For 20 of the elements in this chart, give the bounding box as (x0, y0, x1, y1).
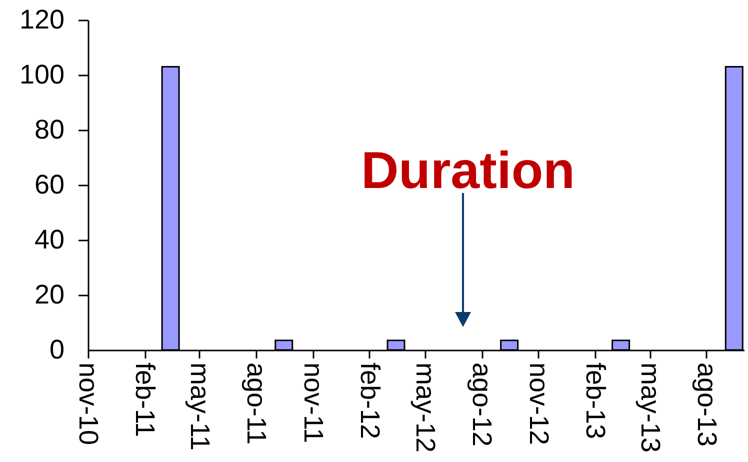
y-tick-label: 40 (34, 224, 64, 254)
x-tick-label: ago-12 (467, 362, 498, 447)
x-tick-label: may-12 (410, 362, 440, 453)
x-tick-label: nov-12 (524, 362, 554, 446)
y-tick-label: 100 (19, 60, 64, 90)
annotation: Duration (361, 142, 575, 200)
y-tick-label: 20 (34, 280, 64, 310)
x-tick-label: feb-12 (354, 362, 385, 440)
y-tick-label: 80 (34, 114, 64, 144)
y-tick-label: 0 (49, 334, 64, 364)
x-tick-label: ago-13 (692, 362, 722, 447)
x-tick-label: nov-10 (74, 362, 104, 446)
y-tick-label: 120 (19, 4, 64, 34)
x-tick-label: may-11 (184, 362, 215, 451)
x-tick-label: ago-11 (242, 362, 272, 445)
x-tick-label: may-13 (635, 362, 666, 453)
x-tick-label: nov-11 (298, 362, 328, 444)
y-tick-label: 60 (34, 170, 64, 200)
x-tick-label: feb-13 (580, 362, 610, 440)
x-tick-label: feb-11 (130, 362, 160, 438)
